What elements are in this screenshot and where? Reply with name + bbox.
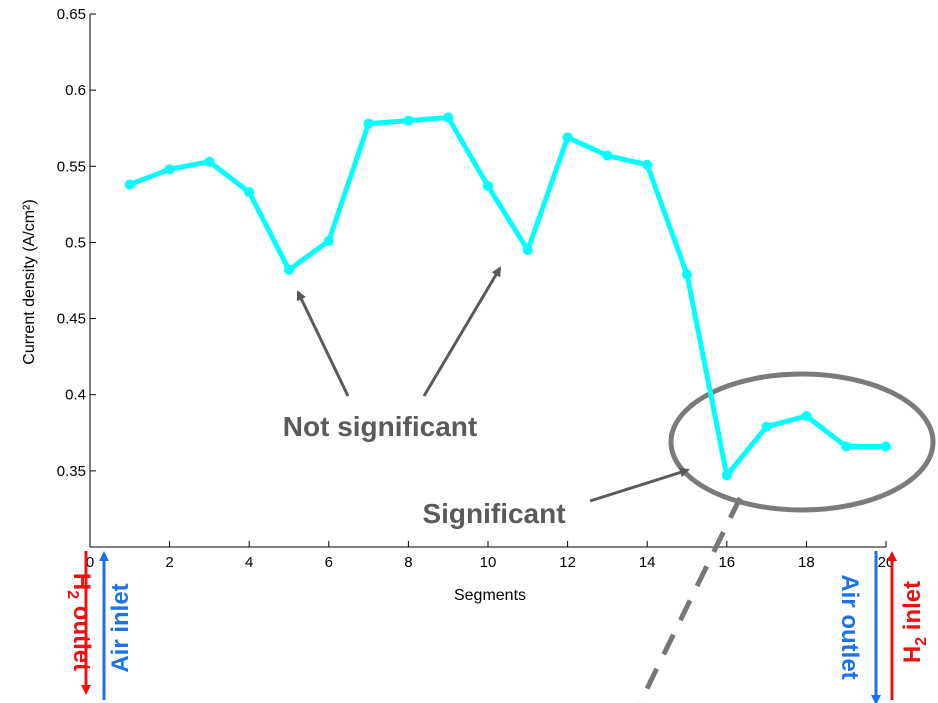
x-tick-label: 12 [559, 554, 576, 571]
data-point [761, 421, 772, 432]
data-point [284, 264, 294, 275]
x-tick-label: 2 [165, 554, 173, 571]
series-layer [124, 112, 891, 481]
data-point [443, 112, 454, 123]
air-inlet-label: Air inlet [107, 583, 134, 672]
annotation-significant: Significant [422, 498, 565, 529]
y-tick-label: 0.35 [57, 463, 86, 480]
data-point [841, 441, 852, 452]
data-point [602, 150, 613, 161]
axes: 0 2 4 6 8 10 12 14 16 18 20 0.350.40.450.50.550.60… [57, 6, 895, 571]
data-point [682, 269, 692, 280]
data-point [483, 181, 493, 192]
data-point [363, 118, 374, 129]
x-tick-label: 6 [325, 554, 333, 571]
x-axis-title: Segments [454, 587, 526, 604]
data-point [642, 159, 653, 170]
data-point [244, 187, 255, 198]
annotation-arrow-segment-5 [296, 290, 350, 397]
y-axis-title: Current density (A/cm²) [21, 199, 38, 364]
x-tick-label: 8 [404, 554, 412, 571]
y-tick-label: 0.5 [65, 234, 86, 251]
x-tick-label: 0 [86, 554, 94, 571]
significant-ellipse [668, 371, 936, 513]
x-tick-label: 14 [639, 554, 656, 571]
y-tick-label: 0.6 [65, 82, 86, 99]
y-tick-label: 0.4 [65, 387, 86, 404]
dashed-indicator-line [637, 496, 743, 703]
data-point [721, 470, 732, 481]
y-tick-label: 0.55 [57, 158, 86, 175]
data-point [801, 411, 812, 422]
data-point [562, 132, 573, 143]
data-point [323, 235, 334, 246]
h2-outlet-label: H2 outlet [64, 573, 95, 671]
data-point [881, 441, 891, 452]
annotation-arrow-significant [589, 467, 690, 503]
series-line [128, 115, 886, 478]
x-ticks: 0 2 4 6 8 10 12 14 16 18 20 [86, 541, 894, 571]
data-point [124, 179, 135, 190]
x-tick-label: 4 [245, 554, 253, 571]
data-point [204, 156, 215, 167]
x-tick-label: 16 [718, 554, 735, 571]
data-point [403, 115, 414, 126]
y-tick-label: 0.45 [57, 311, 86, 328]
air-outlet-label: Air outlet [836, 574, 863, 679]
x-tick-label: 10 [480, 554, 497, 571]
annotation-arrow-segment-11 [422, 266, 502, 397]
annotation-not-significant: Not significant [283, 411, 477, 442]
h2-inlet-label: H2 inlet [899, 581, 930, 663]
y-tick-label: 0.65 [57, 6, 86, 23]
data-point [522, 245, 533, 256]
data-point [164, 164, 175, 175]
x-tick-label: 18 [798, 554, 815, 571]
y-ticks: 0.35 0.4 0.45 0.5 0.55 0.6 0.65 [57, 6, 96, 480]
